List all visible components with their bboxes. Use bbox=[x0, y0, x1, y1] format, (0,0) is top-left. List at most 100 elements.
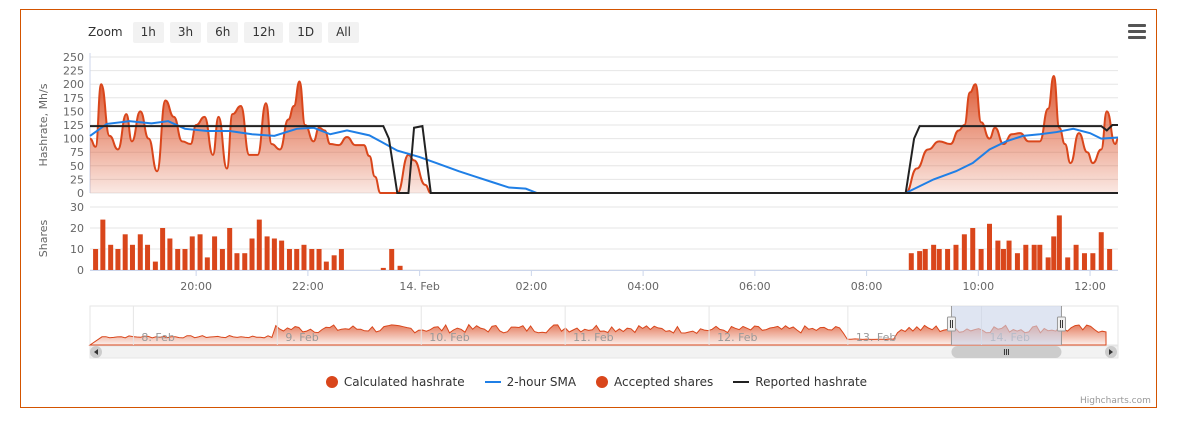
shares-bar bbox=[204, 257, 210, 270]
x-tick-label: 10:00 bbox=[962, 280, 994, 293]
zoom-label: Zoom bbox=[88, 25, 123, 39]
shares-bar bbox=[936, 249, 942, 270]
hashrate-tick-label: 0 bbox=[77, 187, 84, 200]
shares-bar bbox=[167, 238, 173, 270]
shares-bar bbox=[212, 236, 218, 270]
shares-bar bbox=[1073, 244, 1079, 270]
navigator-tick-label: 11. Feb bbox=[573, 331, 613, 344]
shares-bar bbox=[145, 244, 151, 270]
shares-bar bbox=[1107, 249, 1113, 270]
shares-tick-label: 10 bbox=[70, 243, 84, 256]
shares-bar bbox=[279, 240, 285, 270]
x-tick-label: 04:00 bbox=[627, 280, 659, 293]
zoom-1h-button[interactable]: 1h bbox=[132, 21, 164, 43]
shares-bar bbox=[115, 249, 121, 270]
shares-bar bbox=[931, 244, 937, 270]
hashrate-tick-label: 100 bbox=[63, 133, 84, 146]
shares-bar bbox=[122, 234, 128, 270]
navigator-tick-label: 8. Feb bbox=[141, 331, 174, 344]
x-tick-label: 08:00 bbox=[851, 280, 883, 293]
shares-bar bbox=[93, 249, 99, 270]
shares-bar bbox=[389, 249, 395, 270]
navigator-handle-icon[interactable] bbox=[946, 316, 956, 332]
shares-bar bbox=[309, 249, 315, 270]
legend-item-accepted-shares[interactable]: Accepted shares bbox=[596, 375, 713, 389]
shares-bar bbox=[953, 244, 959, 270]
zoom-all-button[interactable]: All bbox=[328, 21, 359, 43]
legend-item-reported-hashrate[interactable]: Reported hashrate bbox=[733, 375, 867, 389]
shares-bar bbox=[129, 244, 135, 270]
navigator-selection-mask bbox=[951, 306, 1062, 345]
shares-bar bbox=[338, 249, 344, 270]
hashrate-tick-label: 50 bbox=[70, 160, 84, 173]
shares-bar bbox=[1081, 253, 1087, 270]
sma-line bbox=[89, 120, 1119, 194]
shares-bar bbox=[294, 249, 300, 270]
zoom-12h-button[interactable]: 12h bbox=[244, 21, 284, 43]
shares-bar bbox=[1006, 240, 1012, 270]
shares-bar bbox=[160, 228, 166, 270]
legend-label: 2-hour SMA bbox=[506, 375, 577, 389]
x-tick-label: 22:00 bbox=[292, 280, 324, 293]
shares-bar bbox=[380, 267, 386, 270]
hashrate-axis-title: Hashrate, Mh/s bbox=[37, 83, 50, 166]
shares-bar bbox=[286, 249, 292, 270]
legend-line-icon bbox=[733, 381, 750, 383]
calculated-hashrate-line bbox=[89, 80, 1118, 195]
shares-bar bbox=[917, 251, 923, 270]
shares-bar bbox=[182, 249, 188, 270]
x-tick-label: 14. Feb bbox=[399, 280, 439, 293]
navigator-tick-label: 10. Feb bbox=[429, 331, 469, 344]
shares-bar bbox=[987, 223, 992, 270]
shares-bar bbox=[108, 244, 114, 270]
shares-bar bbox=[1065, 257, 1071, 270]
shares-bar bbox=[323, 261, 329, 270]
navigator-tick-label: 12. Feb bbox=[717, 331, 757, 344]
shares-bar bbox=[995, 240, 1001, 270]
zoom-3h-button[interactable]: 3h bbox=[169, 21, 202, 43]
menu-icon[interactable] bbox=[1128, 24, 1146, 40]
shares-tick-label: 20 bbox=[70, 222, 84, 235]
navigator-tick-label: 13. Feb bbox=[856, 331, 896, 344]
legend-label: Reported hashrate bbox=[755, 375, 868, 389]
shares-bar bbox=[1090, 253, 1096, 270]
shares-bar bbox=[922, 249, 928, 270]
shares-axis-title: Shares bbox=[37, 219, 50, 257]
shares-bar bbox=[175, 249, 181, 270]
shares-bar bbox=[1000, 249, 1006, 270]
x-tick-label: 06:00 bbox=[739, 280, 771, 293]
navigator-handle-icon[interactable] bbox=[1056, 316, 1066, 332]
shares-bar bbox=[1023, 244, 1029, 270]
legend-item-calculated-hashrate[interactable]: Calculated hashrate bbox=[325, 375, 465, 389]
shares-bar bbox=[331, 255, 337, 270]
legend-line-icon bbox=[484, 381, 501, 383]
legend-item-2-hour-sma[interactable]: 2-hour SMA bbox=[484, 375, 577, 389]
shares-bar bbox=[227, 228, 233, 270]
zoom-1d-button[interactable]: 1D bbox=[289, 21, 323, 43]
hashrate-tick-label: 125 bbox=[63, 119, 84, 132]
navigator-series bbox=[88, 323, 1107, 346]
calculated-hashrate-area bbox=[90, 81, 1118, 193]
legend-dot-icon bbox=[596, 376, 609, 388]
calculated-hashrate-line bbox=[905, 75, 1119, 194]
shares-bar bbox=[301, 244, 307, 270]
legend-label: Calculated hashrate bbox=[343, 375, 465, 389]
x-tick-label: 20:00 bbox=[180, 280, 212, 293]
shares-bar bbox=[264, 236, 270, 270]
shares-bar bbox=[945, 249, 951, 270]
credits[interactable]: Highcharts.com bbox=[1080, 396, 1151, 406]
zoom-toolbar: Zoom 1h 3h 6h 12h 1D All bbox=[88, 21, 359, 43]
hashrate-tick-label: 175 bbox=[63, 92, 84, 105]
shares-bar bbox=[1014, 253, 1020, 270]
shares-bar bbox=[256, 219, 262, 270]
shares-bar bbox=[197, 234, 203, 270]
shares-bar bbox=[152, 261, 158, 270]
shares-bar bbox=[961, 234, 967, 270]
shares-bar bbox=[397, 265, 403, 270]
hashrate-tick-label: 75 bbox=[70, 146, 84, 159]
zoom-6h-button[interactable]: 6h bbox=[207, 21, 239, 43]
shares-bar bbox=[1045, 257, 1051, 270]
navigator-tick-label: 9. Feb bbox=[285, 331, 318, 344]
shares-tick-label: 0 bbox=[77, 264, 84, 277]
